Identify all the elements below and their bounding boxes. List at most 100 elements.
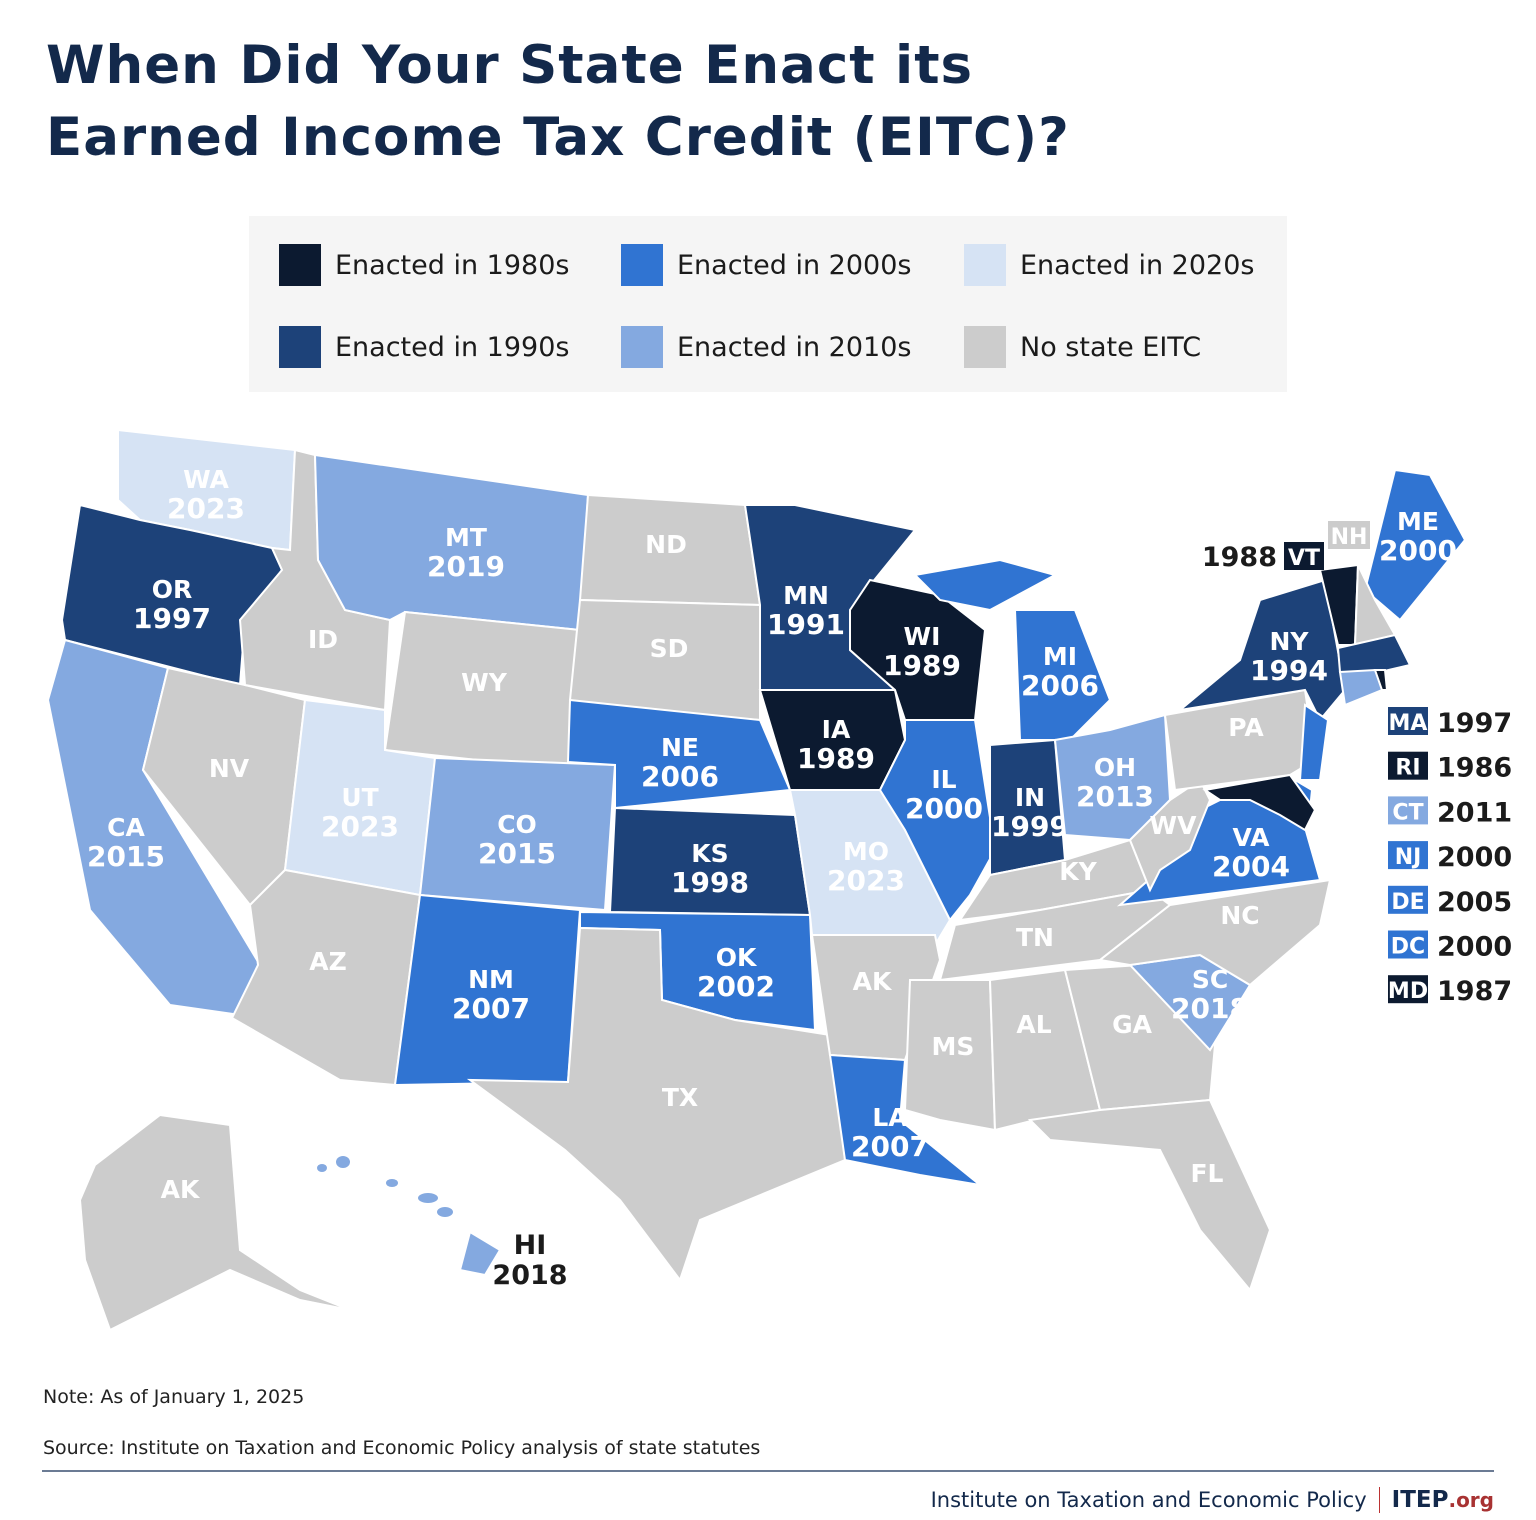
- state-year-co: 2015: [478, 837, 556, 870]
- state-label-ky: KY: [1059, 857, 1097, 886]
- callout-year-nj: 2000: [1437, 842, 1512, 873]
- state-label-pa: PA: [1228, 713, 1264, 742]
- state-label-ar: AK: [853, 967, 893, 996]
- state-year-wi: 1989: [883, 649, 961, 682]
- state-year-or: 1997: [133, 602, 211, 635]
- state-label-ok: OK: [716, 943, 758, 972]
- divider: [42, 1470, 1494, 1472]
- legend-label: No state EITC: [1020, 331, 1202, 363]
- state-year-mo: 2023: [827, 864, 905, 897]
- legend-label: Enacted in 1980s: [335, 249, 570, 281]
- legend-swatch: [964, 244, 1006, 286]
- state-year-ks: 1998: [671, 866, 749, 899]
- state-label-co: CO: [497, 810, 537, 839]
- state-label-me: ME: [1397, 507, 1439, 536]
- legend-swatch: [279, 244, 321, 286]
- hawaii-island: [418, 1193, 438, 1203]
- state-label-wv: WV: [1150, 811, 1198, 840]
- state-year-wa: 2023: [167, 492, 245, 525]
- state-label-sc: SC: [1192, 965, 1228, 994]
- state-label-la: LA: [872, 1103, 908, 1132]
- state-label-mt: MT: [445, 523, 487, 552]
- callout-year-de: 2005: [1437, 887, 1512, 918]
- state-year-ne: 2006: [641, 760, 719, 793]
- vt-callout-box: [1284, 542, 1324, 570]
- legend-label: Enacted in 1990s: [335, 331, 570, 363]
- footer-org: Institute on Taxation and Economic Polic…: [930, 1488, 1367, 1512]
- callout-abbr-ma: MA: [1389, 711, 1428, 736]
- state-ma: [1336, 633, 1412, 673]
- legend-label: Enacted in 2020s: [1020, 249, 1255, 281]
- state-nc: [1097, 878, 1332, 987]
- state-label-in: IN: [1015, 783, 1045, 812]
- callout-abbr-de: DE: [1391, 890, 1424, 915]
- state-label-hi: 2018: [492, 1260, 567, 1291]
- state-label-mi: MI: [1043, 642, 1077, 671]
- legend-swatch: [964, 326, 1006, 368]
- state-mi: [1013, 609, 1112, 741]
- note: Note: As of January 1, 2025: [43, 1386, 305, 1408]
- state-year-ok: 2002: [697, 970, 775, 1003]
- state-year-me: 2000: [1379, 534, 1457, 567]
- nh-label: NH: [1331, 525, 1368, 550]
- state-year-il: 2000: [905, 792, 983, 825]
- footer: Institute on Taxation and Economic Polic…: [931, 1487, 1494, 1513]
- state-year-ut: 2023: [321, 810, 399, 843]
- page-title: When Did Your State Enact its Earned Inc…: [46, 30, 1070, 174]
- state-label-az: AZ: [309, 947, 346, 976]
- callout-box-ri: [1388, 751, 1428, 780]
- state-year-in: 1999: [991, 810, 1069, 843]
- source: Source: Institute on Taxation and Econom…: [43, 1437, 761, 1459]
- state-co: [418, 756, 617, 912]
- hawaii-island: [317, 1164, 327, 1172]
- state-label-aks: AK: [161, 1175, 201, 1204]
- callout-box-de: [1388, 885, 1428, 914]
- state-wv: [1128, 778, 1212, 893]
- legend-swatch: [621, 244, 663, 286]
- state-ct: [1338, 668, 1384, 707]
- state-year-sc: 2018: [1171, 992, 1249, 1025]
- legend-label: Enacted in 2010s: [677, 331, 912, 363]
- legend-item-1990s: Enacted in 1990s: [279, 326, 569, 368]
- state-label-hi: HI: [514, 1230, 547, 1261]
- callout-year-md: 1987: [1437, 976, 1512, 1007]
- callout-abbr-dc: DC: [1391, 935, 1425, 960]
- state-year-nm: 2007: [452, 992, 530, 1025]
- state-il: [878, 719, 997, 922]
- state-label-oh: OH: [1094, 753, 1136, 782]
- state-year-oh: 2013: [1076, 780, 1154, 813]
- callout-year-ct: 2011: [1437, 797, 1512, 828]
- hawaii-island: [386, 1179, 398, 1187]
- state-year-ny: 1994: [1250, 654, 1328, 687]
- state-label-sd: SD: [650, 634, 689, 663]
- state-label-ut: UT: [341, 783, 378, 812]
- legend-swatch: [621, 326, 663, 368]
- state-year-ia: 1989: [797, 742, 875, 775]
- state-label-al: AL: [1016, 1010, 1051, 1039]
- state-year-la: 2007: [851, 1130, 929, 1163]
- state-label-nm: NM: [468, 965, 514, 994]
- callout-abbr-ct: CT: [1392, 800, 1423, 825]
- legend-item-2000s: Enacted in 2000s: [621, 244, 911, 286]
- vt-label: VT: [1288, 546, 1320, 571]
- callout-year-dc: 2000: [1437, 932, 1512, 963]
- state-label-wy: WY: [461, 668, 508, 697]
- state-fl: [1027, 1098, 1272, 1293]
- state-md: [1202, 773, 1317, 832]
- state-ms: [903, 979, 997, 1132]
- state-hi: [458, 1230, 502, 1277]
- state-ga: [1063, 963, 1217, 1112]
- itep-logo: ITEP.org: [1391, 1487, 1494, 1513]
- vt-year: 1988: [1202, 542, 1277, 573]
- hawaii-island: [336, 1156, 350, 1168]
- nh-callout-box: [1328, 521, 1370, 549]
- state-label-mn: MN: [783, 581, 829, 610]
- callout-abbr-md: MD: [1388, 979, 1428, 1004]
- state-label-wa: WA: [183, 465, 229, 494]
- state-label-nd: ND: [645, 530, 687, 559]
- legend-label: Enacted in 2000s: [677, 249, 912, 281]
- state-label-ga: GA: [1112, 1010, 1153, 1039]
- title-line-1: When Did Your State Enact its: [46, 35, 974, 96]
- callout-year-ma: 1997: [1437, 708, 1512, 739]
